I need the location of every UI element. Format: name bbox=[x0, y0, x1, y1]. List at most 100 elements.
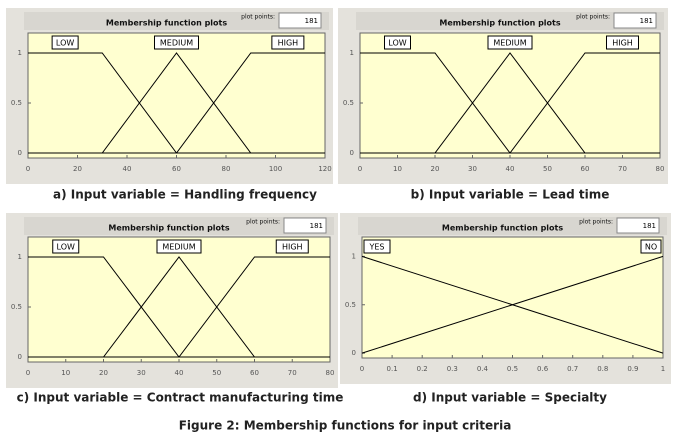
x-tick-label: 40 bbox=[123, 165, 132, 173]
x-tick-label: 0.3 bbox=[447, 365, 458, 373]
x-tick-label: 20 bbox=[431, 165, 440, 173]
mf-label-box bbox=[275, 239, 309, 254]
plot-area bbox=[27, 236, 331, 363]
mf-label-box bbox=[487, 35, 533, 50]
panel-caption: c) Input variable = Contract manufacturi… bbox=[17, 391, 344, 405]
plot-points-value: 181 bbox=[305, 17, 318, 25]
x-tick-label: 20 bbox=[73, 165, 82, 173]
mf-label: HIGH bbox=[282, 243, 303, 252]
x-tick-label: 70 bbox=[618, 165, 627, 173]
header-bar bbox=[24, 217, 334, 235]
x-tick-label: 0 bbox=[26, 165, 30, 173]
header-bar bbox=[356, 12, 664, 30]
mf-label-box bbox=[51, 35, 79, 50]
panel-title: Membership function plots bbox=[108, 224, 229, 233]
figure-caption: Figure 2: Membership functions for input… bbox=[179, 419, 512, 433]
plot-area bbox=[359, 32, 661, 159]
plot-points-box bbox=[616, 217, 660, 234]
mf-label: LOW bbox=[56, 39, 74, 48]
mf-label-box bbox=[606, 35, 639, 50]
panel-title: Membership function plots bbox=[442, 224, 563, 233]
panel-title: Membership function plots bbox=[439, 19, 560, 28]
plot-points-box bbox=[283, 217, 327, 234]
x-tick-label: 0.9 bbox=[627, 365, 638, 373]
x-tick-label: 20 bbox=[99, 369, 108, 377]
x-tick-label: 80 bbox=[222, 165, 231, 173]
plot-points-label: plot points: bbox=[579, 219, 613, 226]
y-tick-label: 1 bbox=[352, 252, 356, 260]
mf-label: NO bbox=[645, 243, 657, 252]
x-tick-label: 50 bbox=[543, 165, 552, 173]
x-tick-label: 0.1 bbox=[387, 365, 398, 373]
y-tick-label: 0.5 bbox=[343, 99, 354, 107]
x-tick-label: 60 bbox=[172, 165, 181, 173]
header-bar bbox=[24, 12, 329, 30]
plot-area bbox=[361, 236, 664, 359]
plot-points-value: 181 bbox=[640, 17, 653, 25]
plot-points-label: plot points: bbox=[241, 14, 275, 21]
mf-label: YES bbox=[368, 243, 384, 252]
mf-label: MEDIUM bbox=[162, 243, 195, 252]
x-tick-label: 80 bbox=[656, 165, 665, 173]
x-tick-label: 40 bbox=[506, 165, 515, 173]
x-tick-label: 70 bbox=[288, 369, 297, 377]
x-tick-label: 0 bbox=[358, 165, 362, 173]
y-tick-label: 0.5 bbox=[11, 303, 22, 311]
x-tick-label: 60 bbox=[250, 369, 259, 377]
plot-points-value: 181 bbox=[643, 222, 656, 230]
y-tick-label: 0 bbox=[352, 349, 356, 357]
x-tick-label: 0 bbox=[360, 365, 364, 373]
y-tick-label: 0.5 bbox=[11, 99, 22, 107]
mf-label: MEDIUM bbox=[160, 39, 193, 48]
x-tick-label: 30 bbox=[137, 369, 146, 377]
x-tick-label: 0.5 bbox=[507, 365, 518, 373]
y-tick-label: 0.5 bbox=[345, 301, 356, 309]
x-tick-label: 40 bbox=[175, 369, 184, 377]
y-tick-label: 1 bbox=[18, 49, 22, 57]
mf-label-box bbox=[363, 239, 391, 254]
y-tick-label: 1 bbox=[18, 253, 22, 261]
x-tick-label: 50 bbox=[212, 369, 221, 377]
panel-caption: a) Input variable = Handling frequency bbox=[53, 188, 317, 202]
mf-label: LOW bbox=[57, 243, 75, 252]
plot-area bbox=[27, 32, 326, 159]
panel-caption: b) Input variable = Lead time bbox=[411, 188, 610, 202]
plot-points-label: plot points: bbox=[576, 14, 610, 21]
mf-label-box bbox=[640, 239, 662, 254]
membership-line bbox=[28, 52, 325, 154]
x-tick-label: 1 bbox=[661, 365, 665, 373]
x-tick-label: 10 bbox=[393, 165, 402, 173]
mf-label-box bbox=[52, 239, 80, 254]
membership-line bbox=[360, 52, 660, 154]
panel-title: Membership function plots bbox=[106, 19, 227, 28]
header-bar bbox=[358, 217, 667, 235]
x-tick-label: 100 bbox=[269, 165, 282, 173]
membership-line bbox=[28, 256, 330, 358]
plot-points-box bbox=[613, 12, 657, 29]
mf-label-box bbox=[156, 239, 202, 254]
x-tick-label: 60 bbox=[581, 165, 590, 173]
y-tick-label: 0 bbox=[18, 149, 22, 157]
x-tick-label: 10 bbox=[61, 369, 70, 377]
mf-label: LOW bbox=[388, 39, 406, 48]
plot-points-label: plot points: bbox=[246, 219, 280, 226]
x-tick-label: 120 bbox=[318, 165, 331, 173]
y-tick-label: 1 bbox=[350, 49, 354, 57]
y-tick-label: 0 bbox=[18, 353, 22, 361]
x-tick-label: 0.8 bbox=[597, 365, 608, 373]
y-tick-label: 0 bbox=[350, 149, 354, 157]
x-tick-label: 0.7 bbox=[567, 365, 578, 373]
x-tick-label: 80 bbox=[326, 369, 335, 377]
x-tick-label: 30 bbox=[468, 165, 477, 173]
x-tick-label: 0.6 bbox=[537, 365, 549, 373]
plot-points-box bbox=[278, 12, 322, 29]
mf-label-box bbox=[154, 35, 199, 50]
plot-points-value: 181 bbox=[310, 222, 323, 230]
mf-label: MEDIUM bbox=[493, 39, 526, 48]
panel-caption: d) Input variable = Specialty bbox=[413, 391, 607, 405]
x-tick-label: 0.4 bbox=[477, 365, 489, 373]
membership-line bbox=[361, 255, 664, 354]
mf-label-box bbox=[384, 35, 411, 50]
x-tick-label: 0.2 bbox=[417, 365, 428, 373]
